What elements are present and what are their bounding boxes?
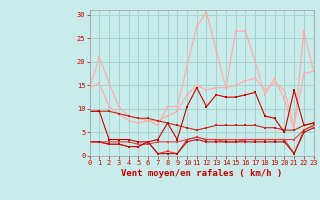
X-axis label: Vent moyen/en rafales ( km/h ): Vent moyen/en rafales ( km/h ) bbox=[121, 169, 282, 178]
